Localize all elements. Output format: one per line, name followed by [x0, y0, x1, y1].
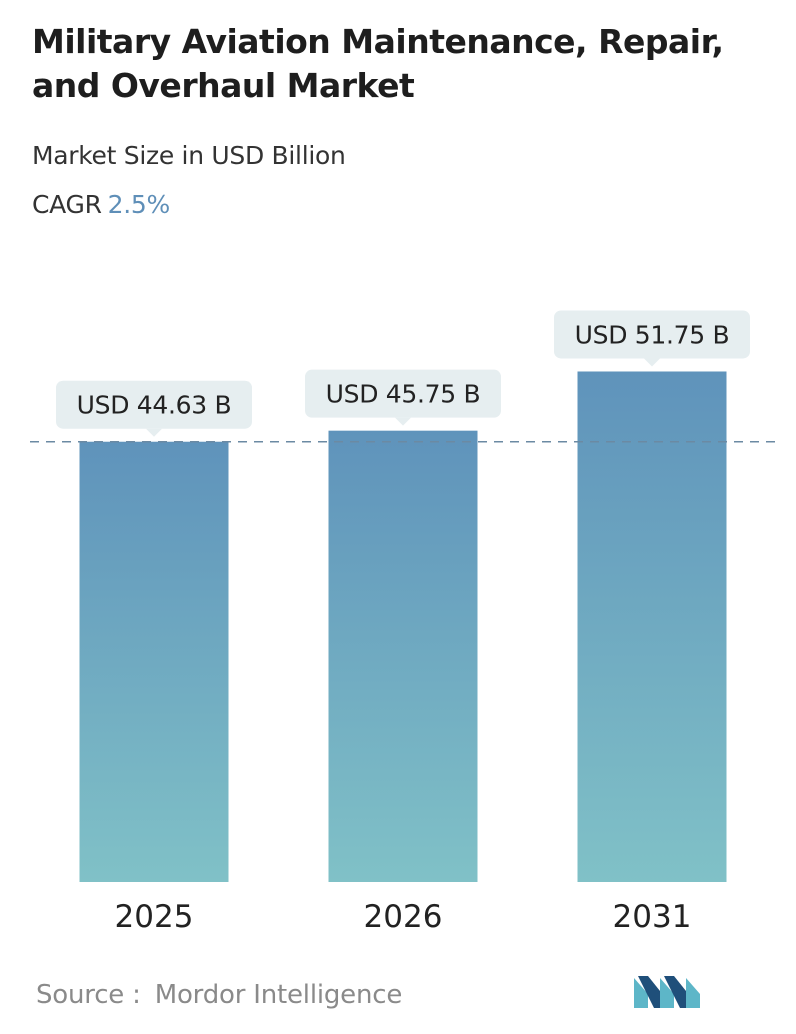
mordor-intelligence-logo-icon	[634, 976, 700, 1008]
data-label-pointer	[146, 428, 162, 437]
source-label: Source :	[36, 980, 141, 1010]
data-label-2026: USD 45.75 B	[305, 369, 501, 426]
bar-2026	[328, 430, 478, 882]
cagr-value: 2.5%	[107, 190, 171, 219]
data-label-2025: USD 44.63 B	[56, 380, 252, 437]
data-label-box	[305, 369, 501, 418]
data-label-pointer	[395, 417, 411, 426]
x-tick-label-2031: 2031	[613, 899, 692, 935]
data-label-text: USD 44.63 B	[77, 391, 232, 420]
x-tick-label-2026: 2026	[364, 899, 443, 935]
source-name: Mordor Intelligence	[154, 980, 403, 1010]
chart-title: Military Aviation Maintenance, Repair, a…	[32, 22, 724, 105]
bar-2031	[577, 371, 727, 882]
x-tick-label-2025: 2025	[115, 899, 194, 935]
source-footer: Source : Mordor Intelligence	[36, 980, 402, 1010]
data-label-text: USD 45.75 B	[326, 380, 481, 409]
cagr-label: CAGR	[32, 190, 102, 219]
data-label-text: USD 51.75 B	[575, 320, 730, 349]
data-label-box	[56, 380, 252, 429]
bar-chart: USD 44.63 B 2025 USD 45.75 B 2026 USD 51.75 …	[30, 310, 782, 935]
cagr-line: CAGR 2.5%	[32, 190, 170, 219]
bar-2025	[79, 441, 229, 882]
data-label-pointer	[644, 358, 660, 367]
data-label-box	[554, 310, 750, 359]
chart-subtitle: Market Size in USD Billion	[32, 141, 346, 170]
data-label-2031: USD 51.75 B	[554, 310, 750, 367]
